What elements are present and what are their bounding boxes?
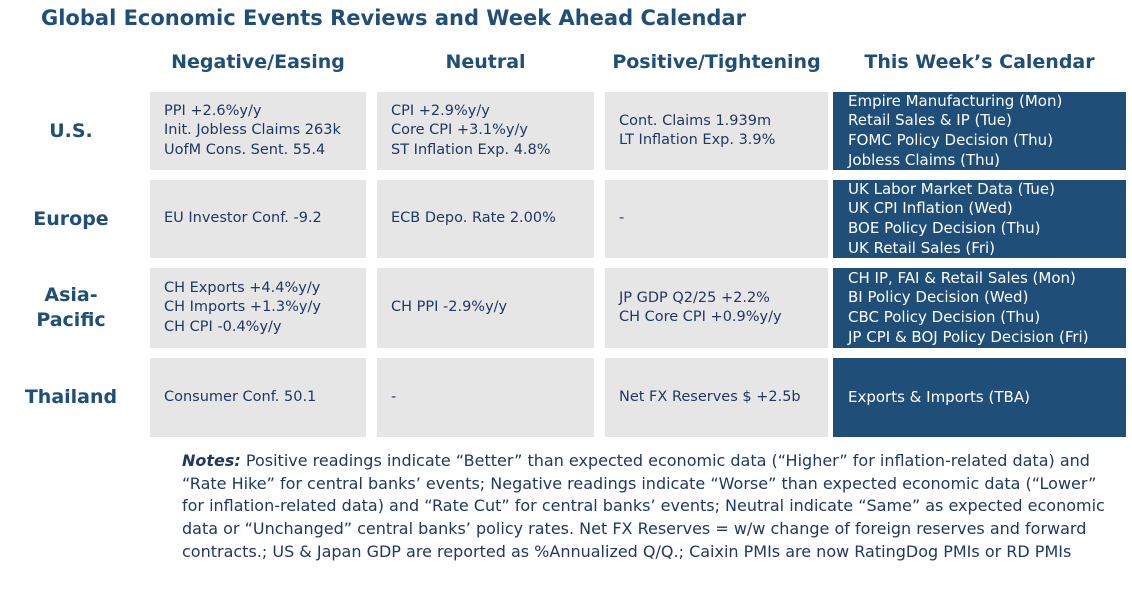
asia-calendar-cell: CH IP, FAI & Retail Sales (Mon) BI Polic… bbox=[833, 268, 1126, 348]
list-item: CPI +2.9%y/y bbox=[391, 102, 490, 119]
list-item: Retail Sales & IP (Tue) bbox=[848, 111, 1012, 130]
us-neutral-cell: CPI +2.9%y/y Core CPI +3.1%y/y ST Inflat… bbox=[377, 92, 594, 170]
list-item: BOE Policy Decision (Thu) bbox=[848, 219, 1041, 237]
list-item: PPI +2.6%y/y bbox=[164, 102, 262, 119]
thailand-negative-cell: Consumer Conf. 50.1 bbox=[150, 358, 366, 437]
list-item: - bbox=[619, 210, 625, 227]
list-item: LT Inflation Exp. 3.9% bbox=[619, 132, 776, 148]
notes-text: Positive readings indicate “Better” than… bbox=[182, 451, 1105, 561]
row-header-line: Asia- bbox=[44, 284, 98, 307]
list-item: Jobless Claims (Thu) bbox=[848, 150, 1000, 169]
us-negative-cell: PPI +2.6%y/y Init. Jobless Claims 263k U… bbox=[150, 92, 366, 170]
row-header-thailand: Thailand bbox=[24, 386, 118, 409]
list-item: Empire Manufacturing (Mon) bbox=[848, 92, 1063, 110]
list-item: CH Imports +1.3%y/y bbox=[164, 299, 321, 316]
list-item: FOMC Policy Decision (Thu) bbox=[848, 131, 1054, 149]
column-header-calendar: This Week’s Calendar bbox=[864, 51, 1095, 73]
list-item: UK CPI Inflation (Wed) bbox=[848, 199, 1013, 218]
row-header-line: Pacific bbox=[36, 309, 106, 331]
list-item: - bbox=[391, 388, 397, 405]
list-item: CH IP, FAI & Retail Sales (Mon) bbox=[848, 268, 1076, 287]
notes-label: Notes: bbox=[182, 451, 241, 470]
europe-negative-cell: EU Investor Conf. -9.2 bbox=[150, 180, 366, 258]
list-item: CBC Policy Decision (Thu) bbox=[848, 308, 1041, 326]
row-header-us: U.S. bbox=[49, 119, 93, 142]
europe-positive-cell: - bbox=[605, 180, 828, 258]
list-item: EU Investor Conf. -9.2 bbox=[164, 210, 322, 227]
list-item: UK Labor Market Data (Tue) bbox=[848, 180, 1056, 198]
us-calendar-cell: Empire Manufacturing (Mon) Retail Sales … bbox=[833, 92, 1126, 170]
page-title: Global Economic Events Reviews and Week … bbox=[41, 6, 746, 30]
list-item: UK Retail Sales (Fri) bbox=[848, 238, 996, 257]
list-item: Net FX Reserves $ +2.5b bbox=[619, 388, 801, 405]
europe-calendar-cell: UK Labor Market Data (Tue) UK CPI Inflat… bbox=[833, 180, 1126, 258]
list-item: Init. Jobless Claims 263k bbox=[164, 122, 341, 139]
thailand-positive-cell: Net FX Reserves $ +2.5b bbox=[605, 358, 828, 437]
thailand-neutral-cell: - bbox=[377, 358, 594, 437]
asia-neutral-cell: CH PPI -2.9%y/y bbox=[377, 268, 594, 348]
list-item: Consumer Conf. 50.1 bbox=[164, 388, 317, 405]
list-item: UofM Cons. Sent. 55.4 bbox=[164, 141, 326, 158]
column-header-neutral: Neutral bbox=[445, 51, 526, 73]
list-item: CH PPI -2.9%y/y bbox=[391, 299, 508, 316]
row-header-europe: Europe bbox=[33, 207, 109, 230]
list-item: BI Policy Decision (Wed) bbox=[848, 288, 1029, 307]
asia-negative-cell: CH Exports +4.4%y/y CH Imports +1.3%y/y … bbox=[150, 268, 366, 348]
list-item: JP GDP Q2/25 +2.2% bbox=[619, 289, 770, 306]
list-item: CH Exports +4.4%y/y bbox=[164, 279, 321, 296]
europe-neutral-cell: ECB Depo. Rate 2.00% bbox=[377, 180, 594, 258]
list-item: Cont. Claims 1.939m bbox=[619, 112, 772, 129]
list-item: ECB Depo. Rate 2.00% bbox=[391, 210, 556, 227]
list-item: Exports & Imports (TBA) bbox=[848, 387, 1030, 406]
column-header-positive: Positive/Tightening bbox=[612, 51, 821, 73]
list-item: CH CPI -0.4%y/y bbox=[164, 318, 282, 335]
thailand-calendar-cell: Exports & Imports (TBA) bbox=[833, 358, 1126, 437]
list-item: JP CPI & BOJ Policy Decision (Fri) bbox=[848, 327, 1089, 346]
row-header-asia-pacific: Asia- Pacific bbox=[0, 268, 142, 348]
us-positive-cell: Cont. Claims 1.939m LT Inflation Exp. 3.… bbox=[605, 92, 828, 170]
notes: Notes: Positive readings indicate “Bette… bbox=[182, 450, 1117, 564]
list-item: CH Core CPI +0.9%y/y bbox=[619, 309, 782, 325]
column-header-negative: Negative/Easing bbox=[171, 51, 345, 73]
list-item: Core CPI +3.1%y/y bbox=[391, 122, 528, 139]
list-item: ST Inflation Exp. 4.8% bbox=[391, 141, 551, 158]
asia-positive-cell: JP GDP Q2/25 +2.2% CH Core CPI +0.9%y/y bbox=[605, 268, 828, 348]
